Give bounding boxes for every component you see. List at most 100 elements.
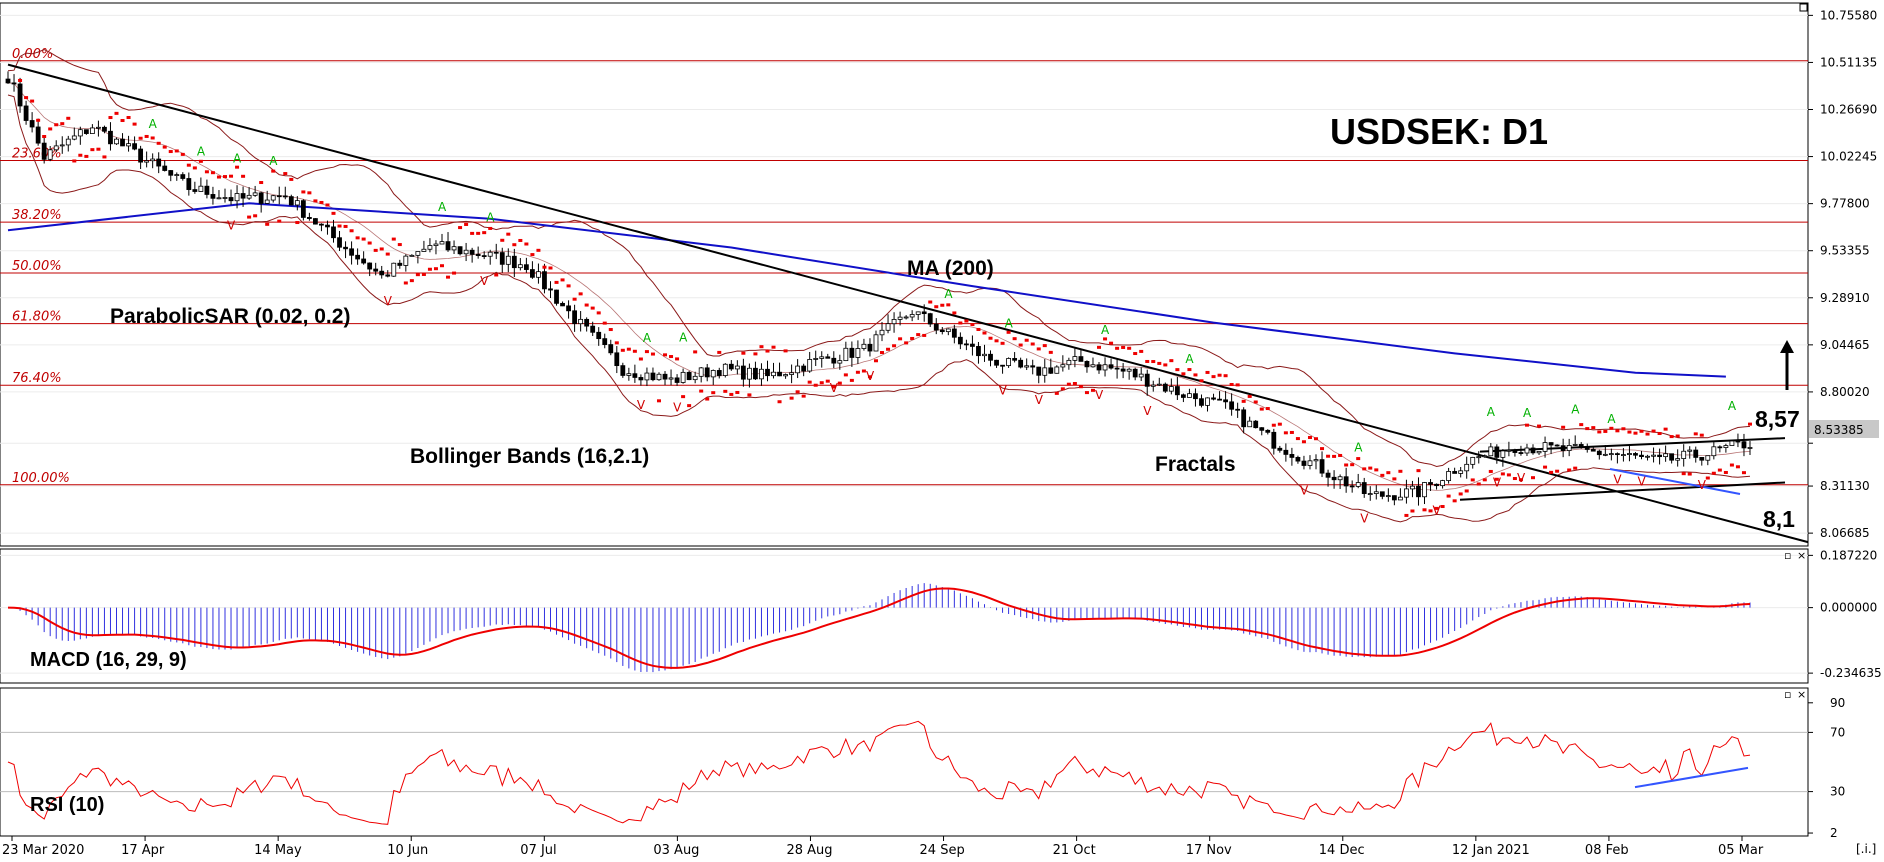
- sar-dot: [1404, 513, 1409, 517]
- candle-body: [1289, 454, 1295, 458]
- fractal-up-marker: A: [1607, 412, 1616, 426]
- fractal-down-marker: V: [1360, 511, 1369, 525]
- sar-dot: [488, 226, 493, 230]
- sar-dot: [1030, 342, 1035, 346]
- sar-dot: [1512, 477, 1517, 481]
- sar-dot: [699, 389, 704, 393]
- candle-body: [668, 377, 674, 380]
- info-button[interactable]: [.i.]: [1856, 842, 1876, 856]
- candle-body: [777, 371, 782, 377]
- candle-body: [1705, 455, 1711, 461]
- candle-body: [638, 377, 644, 381]
- candle-body: [349, 248, 354, 256]
- sar-dot: [1181, 372, 1186, 376]
- candle-body: [186, 178, 192, 190]
- sar-dot: [1265, 407, 1270, 411]
- sar-dot: [1651, 429, 1656, 433]
- sar-dot: [1217, 373, 1222, 377]
- sar-dot: [1139, 349, 1144, 353]
- candle-body: [1578, 444, 1584, 448]
- macd-close-icon[interactable]: ×: [1797, 549, 1806, 562]
- sar-dot: [1024, 338, 1029, 342]
- fib-label: 76.40%: [12, 371, 62, 386]
- macd-maximize-icon[interactable]: ▫: [1784, 549, 1791, 562]
- rsi-maximize-icon[interactable]: ▫: [1784, 688, 1791, 701]
- rsi-tick-label: 90: [1830, 696, 1845, 710]
- candle-body: [1542, 442, 1548, 452]
- sar-dot: [1090, 388, 1095, 392]
- fractal-markers: A A V A A V A V A V A V A V V A V A V V A V A V A V V A V V A A A V V V A: [149, 117, 1737, 525]
- sar-dot: [964, 319, 969, 323]
- candle-body: [650, 372, 656, 381]
- sar-dot: [1121, 345, 1126, 349]
- sar-dot: [536, 248, 541, 252]
- sar-dot: [367, 241, 372, 245]
- date-tick-label: 23 Mar 2020: [2, 843, 84, 858]
- candle-body: [505, 255, 511, 265]
- macd-axis: 0.187220 0.000000 -0.234635: [1808, 548, 1882, 680]
- candle-body: [1006, 358, 1011, 367]
- price-axis: 10.75580 10.51135 10.26690 10.02245 9.77800 9…: [1808, 8, 1877, 540]
- fractal-up-marker: A: [1728, 399, 1737, 413]
- candle-body: [656, 373, 662, 381]
- rsi-close-icon[interactable]: ×: [1797, 688, 1806, 701]
- price-tick-label: 8.80020: [1820, 385, 1870, 399]
- sar-dot: [1723, 470, 1728, 474]
- candle-body: [861, 343, 867, 349]
- candle-body: [361, 258, 367, 264]
- sar-dot: [1681, 472, 1686, 476]
- fractal-up-marker: A: [269, 154, 278, 168]
- date-tick-label: 28 Aug: [786, 843, 832, 858]
- fractal-down-marker: V: [480, 274, 489, 288]
- sar-dot: [687, 404, 692, 408]
- sar-dot: [717, 350, 722, 354]
- rsi-path: [7, 720, 1751, 825]
- sar-dot: [783, 349, 788, 353]
- sar-dot: [150, 136, 155, 140]
- candle-body: [1325, 472, 1331, 478]
- candle-body: [1446, 471, 1452, 481]
- candle-body: [415, 251, 421, 256]
- sar-dot: [1476, 482, 1481, 486]
- candle-body: [1096, 364, 1102, 371]
- candle-body: [300, 200, 306, 218]
- chart-title: USDSEK: D1: [1330, 111, 1548, 152]
- candle-body: [385, 274, 391, 277]
- sar-dot: [265, 222, 270, 226]
- candle-body: [1361, 482, 1367, 495]
- sar-dot: [1000, 341, 1005, 345]
- candle-body: [867, 343, 873, 352]
- candle-body: [620, 365, 626, 376]
- candle-body: [1205, 397, 1210, 406]
- arrow-up-icon: [1780, 340, 1794, 390]
- sar-dot: [1018, 343, 1023, 347]
- candle-body: [879, 329, 885, 336]
- fractals-label: Fractals: [1155, 453, 1236, 476]
- candle-body: [801, 365, 807, 372]
- candle-body: [759, 368, 764, 380]
- candle-body: [331, 226, 336, 239]
- candle-body: [373, 268, 379, 272]
- candle-body: [1536, 450, 1542, 454]
- sar-dot: [904, 341, 909, 345]
- maximize-icon[interactable]: [1799, 3, 1808, 12]
- price-tick-label: 8.31130: [1820, 479, 1870, 493]
- candle-body: [933, 323, 939, 331]
- sar-dot: [753, 352, 758, 356]
- candle-body: [915, 311, 921, 315]
- candle-body: [1199, 398, 1204, 406]
- candle-body: [29, 120, 35, 128]
- sar-dot: [355, 236, 360, 240]
- candle-body: [523, 264, 529, 270]
- candle-body: [1434, 483, 1439, 487]
- sar-dot: [892, 344, 897, 348]
- candle-body: [789, 372, 794, 375]
- sar-dot: [596, 311, 601, 315]
- candle-body: [487, 251, 493, 257]
- sar-dot: [102, 155, 107, 159]
- sar-dot: [566, 284, 571, 288]
- candle-body: [391, 262, 397, 277]
- sar-dot: [1054, 391, 1059, 395]
- candle-body: [264, 199, 270, 204]
- sar-dot: [578, 292, 583, 296]
